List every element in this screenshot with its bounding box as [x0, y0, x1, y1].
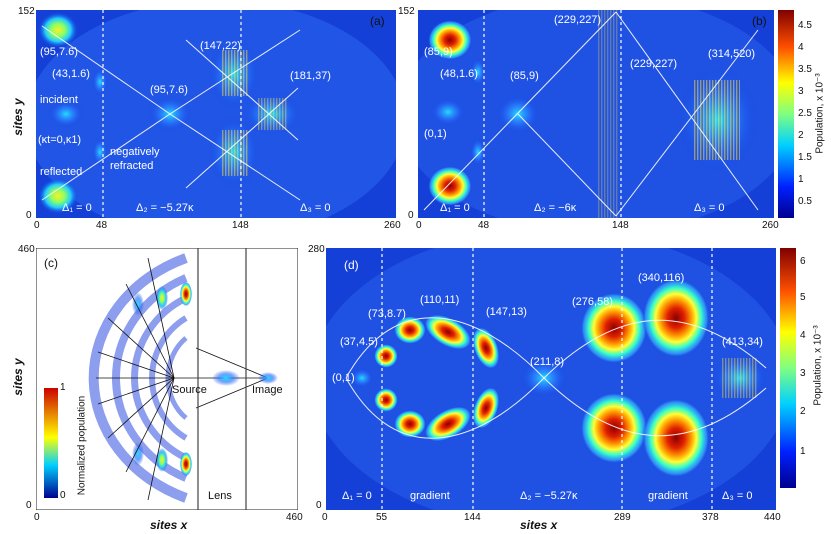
panel-d-label: (d) [344, 258, 359, 272]
panel-c-ytick-bottom: 0 [26, 500, 32, 511]
panel-a-ann-4: (181,37) [290, 70, 331, 82]
panel-d-ann-7: (413,34) [722, 336, 763, 348]
panel-d-cbtick-0: 6 [800, 256, 806, 267]
panel-a-label: (a) [370, 14, 385, 28]
panel-d-ann-8: (0,1) [332, 372, 355, 384]
panel-d-ann-3: (147,13) [486, 306, 527, 318]
panel-b-xtick-260: 260 [762, 220, 779, 231]
panel-d-ann-2: (110,11) [420, 294, 460, 306]
panel-d-ann-6: (340,116) [638, 272, 685, 284]
panel-b-ann-5: (229,227) [630, 58, 678, 70]
panel-b-ann-2: (85,9) [510, 70, 539, 82]
panel-a-ann-initial: (κt=0,κ1) [38, 134, 82, 146]
panel-b-cbtick-6: 1.5 [798, 152, 812, 163]
panel-a-ann-refr: refracted [110, 160, 154, 172]
panel-c-heatmap [36, 248, 298, 510]
panel-b-ann-1: (48,1.6) [440, 68, 478, 80]
panel-a-xtick-48: 48 [96, 220, 108, 231]
panel-d-ann-5: (276,58) [572, 296, 613, 308]
panel-d-heatmap [326, 248, 776, 510]
panel-d-xtick-55: 55 [376, 512, 388, 523]
panel-a-heatmap [36, 10, 396, 218]
panel-d-cbtick-5: 1 [800, 446, 806, 457]
panel-d-region-4: gradient [648, 490, 688, 502]
panel-d-ann-1: (73,8.7) [368, 308, 406, 320]
panel-a-ylabel: sites y [11, 98, 25, 136]
panel-c-cbtick-0: 0 [60, 490, 66, 501]
panel-c-ytick-top: 460 [18, 244, 35, 255]
panel-b-cbtick-5: 2 [798, 130, 804, 141]
panel-d-ytick-bottom: 0 [316, 500, 322, 511]
panel-c-xtick-460: 460 [286, 512, 303, 523]
panel-b-cbtick-7: 1 [798, 174, 804, 185]
panel-a-region-1: Δ₁ = 0 [62, 202, 92, 214]
panel-d-region-2: gradient [410, 490, 450, 502]
panel-d-cbtick-3: 3 [800, 368, 806, 379]
panel-d-ann-4: (211,8) [530, 356, 565, 368]
panel-d-cbtick-1: 5 [800, 292, 806, 303]
panel-a-ann-incident: incident [40, 94, 78, 106]
panel-a-xtick-0: 0 [34, 220, 40, 231]
panel-d-xtick-144: 144 [464, 512, 481, 523]
panel-d-region-5: Δ₃ = 0 [722, 490, 753, 502]
panel-b-ytick-bottom: 0 [408, 210, 414, 221]
panel-c-xtick-0: 0 [34, 512, 40, 523]
panel-d-ytick-top: 280 [308, 244, 325, 255]
panel-d-xtick-378: 378 [702, 512, 719, 523]
panel-b-cbtick-4: 2.5 [798, 108, 812, 119]
panel-b-label: (b) [752, 14, 767, 28]
panel-a-ann-1: (43,1.6) [52, 68, 90, 80]
panel-d-region-3: Δ₂ = −5.27κ [520, 490, 578, 502]
panel-d-colorbar [780, 248, 796, 488]
panel-b-xtick-148: 148 [612, 220, 629, 231]
panel-c-xlabel: sites x [150, 518, 188, 532]
panel-b-cbtick-8: 0.5 [798, 196, 812, 207]
panel-b-colorbar-title: Population, x 10⁻³ [814, 73, 826, 154]
panel-c-label: (c) [44, 256, 58, 270]
panel-d-ann-0: (37,4.5) [340, 336, 378, 348]
panel-a-xtick-148: 148 [232, 220, 249, 231]
panel-d-cbtick-4: 2 [800, 406, 806, 417]
panel-b-region-2: Δ₂ = −6κ [534, 202, 577, 214]
panel-b-cbtick-1: 4 [798, 42, 804, 53]
panel-a-ytick-bottom: 0 [26, 210, 32, 221]
panel-a-xtick-260: 260 [384, 220, 401, 231]
panel-d-region-1: Δ₁ = 0 [342, 490, 372, 502]
panel-c-colorbar-title: Normalized population [76, 395, 88, 496]
panel-a-region-2: Δ₂ = −5.27κ [136, 202, 194, 214]
panel-b-ann-6: (314,520) [708, 48, 756, 60]
panel-b-heatmap [418, 10, 774, 218]
panel-d-xtick-440: 440 [764, 512, 781, 523]
panel-b-region-3: Δ₃ = 0 [694, 202, 725, 214]
panel-b-colorbar [778, 10, 794, 218]
panel-b-ann-4: (229,227) [554, 14, 602, 26]
panel-b-ann-3: (0,1) [424, 128, 447, 140]
panel-b-cbtick-0: 4.5 [798, 20, 812, 31]
panel-c-ann-image: Image [252, 384, 283, 396]
panel-c-ann-source: Source [172, 384, 207, 396]
panel-c-cbtick-1: 1 [60, 382, 66, 393]
panel-a-region-3: Δ₃ = 0 [300, 202, 331, 214]
panel-d-colorbar-title: Population, x 10⁻³ [812, 325, 824, 406]
panel-a-ann-reflected: reflected [40, 166, 83, 178]
panel-b-xtick-0: 0 [416, 220, 422, 231]
panel-a-ann-3: (147,22) [200, 40, 241, 52]
panel-b-ann-0: (85,9) [424, 46, 453, 58]
panel-b-region-1: Δ₁ = 0 [440, 202, 470, 214]
panel-d-xtick-289: 289 [614, 512, 631, 523]
panel-a-ann-0: (95,7.6) [40, 46, 78, 58]
panel-c-ann-lens: Lens [208, 490, 232, 502]
panel-a-ytick-top: 152 [18, 6, 35, 17]
panel-a-ann-neg: negatively [110, 146, 160, 158]
panel-d-xtick-0: 0 [322, 512, 328, 523]
panel-d-cbtick-2: 4 [800, 330, 806, 341]
panel-b-cbtick-3: 3 [798, 86, 804, 97]
panel-b-xtick-48: 48 [478, 220, 490, 231]
panel-a-ann-2: (95,7.6) [150, 84, 188, 96]
panel-d-xlabel: sites x [520, 518, 558, 532]
panel-b-ytick-top: 152 [398, 6, 415, 17]
panel-b-cbtick-2: 3.5 [798, 64, 812, 75]
panel-c-ylabel: sites y [11, 358, 25, 396]
